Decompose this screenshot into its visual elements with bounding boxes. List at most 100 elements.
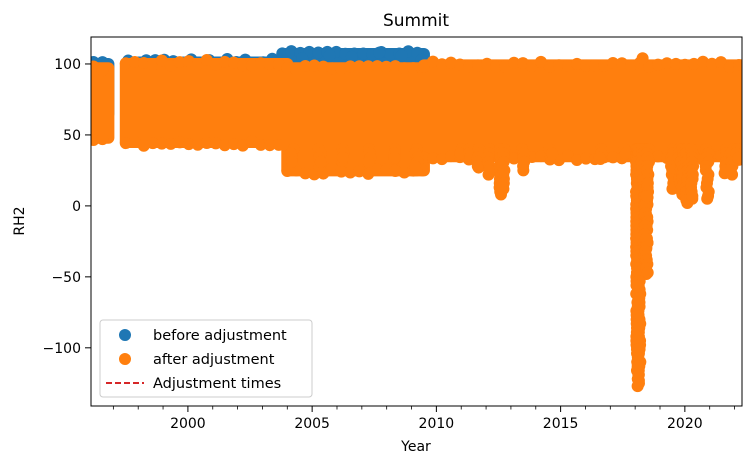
x-tick-label: 2005 bbox=[294, 416, 330, 432]
scatter-point bbox=[705, 57, 718, 70]
scatter-point bbox=[96, 64, 109, 77]
scatter-point bbox=[714, 56, 727, 69]
scatter-point bbox=[669, 57, 682, 70]
scatter-point bbox=[624, 59, 637, 72]
legend-marker-after bbox=[119, 353, 131, 365]
scatter-point bbox=[155, 137, 168, 150]
scatter-point bbox=[398, 62, 411, 75]
scatter-point bbox=[462, 60, 475, 73]
chart-title: Summit bbox=[383, 11, 449, 31]
scatter-point bbox=[593, 151, 606, 164]
x-axis-label: Year bbox=[400, 439, 431, 455]
x-tick-label: 2000 bbox=[170, 416, 206, 432]
scatter-point bbox=[546, 147, 559, 160]
scatter-point bbox=[395, 49, 408, 62]
scatter-point bbox=[702, 189, 715, 202]
scatter-point bbox=[263, 139, 276, 152]
y-axis-label: RH2 bbox=[12, 206, 28, 235]
scatter-point bbox=[632, 377, 645, 390]
scatter-point bbox=[561, 149, 574, 162]
scatter-point bbox=[388, 151, 401, 164]
scatter-point bbox=[389, 60, 402, 73]
scatter-point bbox=[724, 164, 737, 177]
scatter-point bbox=[227, 56, 240, 69]
legend-label-adjustment: Adjustment times bbox=[153, 376, 281, 392]
scatter-point bbox=[281, 61, 294, 74]
scatter-point bbox=[362, 155, 375, 168]
scatter-point bbox=[373, 46, 386, 59]
scatter-point bbox=[651, 150, 664, 163]
scatter-point bbox=[335, 165, 348, 178]
scatter-point bbox=[409, 160, 422, 173]
scatter-point bbox=[317, 60, 330, 73]
scatter-point bbox=[417, 60, 430, 73]
scatter-point bbox=[561, 60, 574, 73]
scatter-point bbox=[640, 189, 653, 202]
scatter-point bbox=[227, 138, 240, 151]
scatter-point bbox=[218, 139, 231, 152]
scatter-point bbox=[435, 153, 448, 166]
scatter-point bbox=[534, 55, 547, 68]
scatter-point bbox=[236, 139, 249, 152]
scatter-point bbox=[182, 138, 195, 151]
scatter-point bbox=[579, 152, 592, 165]
scatter-point bbox=[389, 165, 402, 178]
scatter-point bbox=[651, 58, 664, 71]
scatter-point bbox=[353, 60, 366, 73]
scatter-point bbox=[357, 47, 370, 60]
scatter-point bbox=[173, 136, 186, 149]
plot-frame bbox=[90, 36, 743, 407]
scatter-point bbox=[173, 56, 186, 69]
after-adjustment-band-3 bbox=[417, 59, 742, 163]
scatter-point bbox=[454, 147, 467, 160]
scatter-point bbox=[407, 62, 420, 75]
scatter-point bbox=[606, 151, 619, 164]
scatter-point bbox=[483, 164, 496, 177]
legend-label-after: after adjustment bbox=[153, 352, 275, 368]
scatter-point bbox=[362, 60, 375, 73]
after-adjustment-band-1 bbox=[119, 57, 294, 149]
scatter-point bbox=[344, 166, 357, 179]
scatter-point bbox=[579, 59, 592, 72]
scatter-point bbox=[155, 54, 168, 67]
scatter-point bbox=[444, 56, 457, 69]
scatter-point bbox=[384, 48, 397, 61]
scatter-point bbox=[299, 59, 312, 72]
scatter-point bbox=[732, 58, 742, 71]
scatter-point bbox=[619, 147, 632, 160]
scatter-point bbox=[380, 163, 393, 176]
scatter-point bbox=[326, 162, 339, 175]
legend-marker-before bbox=[119, 329, 131, 341]
scatter-point bbox=[236, 59, 249, 72]
scatter-point bbox=[453, 58, 466, 71]
scatter-point bbox=[164, 137, 177, 150]
scatter-point bbox=[146, 137, 159, 150]
x-tick-label: 2020 bbox=[667, 416, 703, 432]
y-tick-label: −50 bbox=[51, 270, 81, 286]
scatter-point bbox=[362, 167, 375, 180]
scatter-point bbox=[254, 138, 267, 151]
scatter-point bbox=[308, 59, 321, 72]
scatter-point bbox=[137, 139, 150, 152]
scatter-point bbox=[137, 57, 150, 70]
scatter-point bbox=[570, 154, 583, 167]
scatter-point bbox=[525, 60, 538, 73]
scatter-point bbox=[570, 57, 583, 70]
legend: before adjustment after adjustment Adjus… bbox=[99, 319, 313, 398]
y-tick-label: 100 bbox=[54, 57, 81, 73]
scatter-point bbox=[336, 151, 349, 164]
scatter-point bbox=[660, 57, 673, 70]
scatter-point bbox=[641, 266, 654, 279]
legend-label-before: before adjustment bbox=[153, 328, 287, 344]
after-adjustment-band-0 bbox=[91, 62, 115, 144]
scatter-point bbox=[636, 52, 649, 65]
scatter-point bbox=[686, 189, 699, 202]
scatter-point bbox=[543, 60, 556, 73]
scatter-point bbox=[534, 150, 547, 163]
scatter-point bbox=[209, 58, 222, 71]
scatter-point bbox=[96, 133, 109, 146]
scatter-point bbox=[398, 166, 411, 179]
scatter-point bbox=[615, 57, 628, 70]
